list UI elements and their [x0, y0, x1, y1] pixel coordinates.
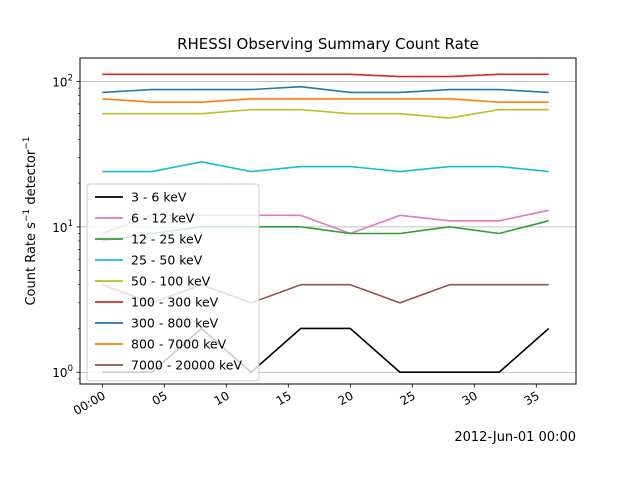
legend-label-1: 6 - 12 keV — [131, 211, 195, 226]
y-axis-label-main: Count Rate s — [24, 222, 39, 306]
series-line-4 — [102, 108, 549, 119]
legend-label-4: 50 - 100 keV — [131, 274, 211, 289]
y-axis-label-sup2: −1 — [22, 136, 32, 149]
legend-label-6: 300 - 800 keV — [131, 316, 219, 331]
y-tick-label-0: 100 — [52, 364, 73, 380]
legend-box — [86, 183, 260, 382]
legend-label-8: 7000 - 20000 keV — [131, 358, 242, 373]
y-axis-label-sup1: −1 — [22, 209, 32, 222]
y-tick-label-exp-0: 0 — [68, 364, 73, 374]
y-tick-label-base-1: 10 — [52, 221, 67, 235]
x-tick-label-1: 05 — [150, 388, 170, 408]
y-tick-label-exp-1: 1 — [68, 219, 73, 229]
x-tick-label-7: 35 — [522, 388, 542, 408]
y-tick-label-base-0: 10 — [52, 366, 67, 380]
y-tick-label-2: 102 — [52, 73, 73, 89]
series-line-3 — [102, 161, 549, 173]
legend: 3 - 6 keV 6 - 12 keV 12 - 25 keV 25 - 50 ke… — [86, 183, 260, 382]
y-tick-label-exp-2: 2 — [68, 73, 73, 83]
series-line-7 — [102, 97, 549, 103]
y-tick-label-1: 101 — [52, 219, 73, 235]
x-tick-label-2: 10 — [212, 388, 232, 408]
legend-label-7: 800 - 7000 keV — [131, 337, 227, 352]
series-line-5 — [102, 73, 549, 78]
x-tick-label-5: 25 — [398, 388, 418, 408]
y-axis-label-mid: detector — [24, 149, 39, 209]
x-tick-label-3: 15 — [274, 388, 294, 408]
legend-label-3: 25 - 50 keV — [131, 253, 203, 268]
legend-label-2: 12 - 25 keV — [131, 232, 203, 247]
x-tick-label-6: 30 — [460, 388, 480, 408]
y-tick-label-base-2: 10 — [52, 75, 67, 89]
date-offset-label: 2012-Jun-01 00:00 — [454, 430, 576, 445]
chart-title: RHESSI Observing Summary Count Rate — [177, 35, 479, 53]
x-tick-label-4: 20 — [336, 388, 356, 408]
y-axis-label: Count Rate s−1 detector−1 — [22, 136, 39, 305]
legend-label-5: 100 - 300 keV — [131, 295, 219, 310]
legend-label-0: 3 - 6 keV — [131, 190, 187, 205]
series-line-6 — [102, 85, 549, 94]
axes-frame — [79, 57, 577, 385]
x-tick-label-0: 00:00 — [71, 388, 108, 417]
